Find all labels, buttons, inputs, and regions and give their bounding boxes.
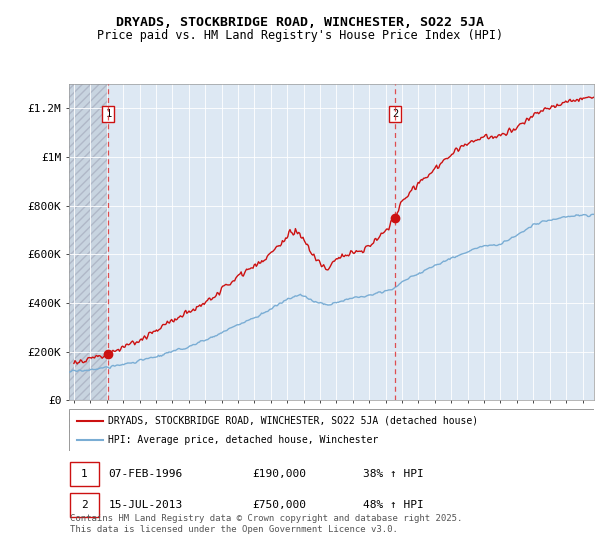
Bar xyxy=(70,462,99,487)
Text: £750,000: £750,000 xyxy=(253,500,307,510)
Text: 07-FEB-1996: 07-FEB-1996 xyxy=(109,469,182,479)
Text: 48% ↑ HPI: 48% ↑ HPI xyxy=(363,500,424,510)
Text: 2: 2 xyxy=(392,109,398,119)
Text: 1: 1 xyxy=(105,109,112,119)
Text: 38% ↑ HPI: 38% ↑ HPI xyxy=(363,469,424,479)
Text: £190,000: £190,000 xyxy=(253,469,307,479)
Text: Price paid vs. HM Land Registry's House Price Index (HPI): Price paid vs. HM Land Registry's House … xyxy=(97,29,503,42)
Text: 1: 1 xyxy=(81,469,88,479)
Text: DRYADS, STOCKBRIDGE ROAD, WINCHESTER, SO22 5JA (detached house): DRYADS, STOCKBRIDGE ROAD, WINCHESTER, SO… xyxy=(109,416,479,426)
Text: 2: 2 xyxy=(81,500,88,510)
Text: 15-JUL-2013: 15-JUL-2013 xyxy=(109,500,182,510)
Text: HPI: Average price, detached house, Winchester: HPI: Average price, detached house, Winc… xyxy=(109,435,379,445)
Bar xyxy=(70,493,99,517)
Bar xyxy=(69,84,109,400)
Text: Contains HM Land Registry data © Crown copyright and database right 2025.
This d: Contains HM Land Registry data © Crown c… xyxy=(70,514,463,534)
Text: DRYADS, STOCKBRIDGE ROAD, WINCHESTER, SO22 5JA: DRYADS, STOCKBRIDGE ROAD, WINCHESTER, SO… xyxy=(116,16,484,29)
